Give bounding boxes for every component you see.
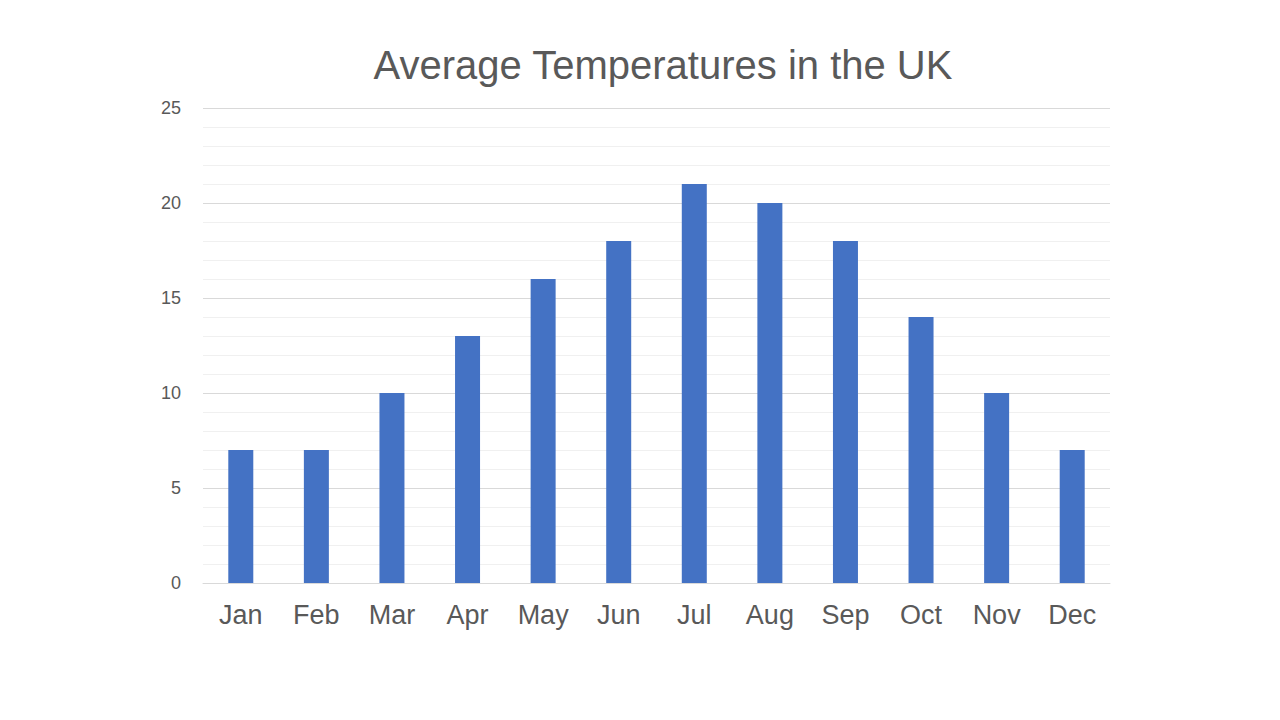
svg-text:Average Temperatures in the UK: Average Temperatures in the UK <box>374 43 953 87</box>
svg-text:20: 20 <box>161 193 181 213</box>
svg-text:Jun: Jun <box>597 600 641 630</box>
svg-text:10: 10 <box>161 383 181 403</box>
svg-text:0: 0 <box>171 573 181 593</box>
svg-text:May: May <box>518 600 570 630</box>
svg-text:Mar: Mar <box>369 600 416 630</box>
svg-text:5: 5 <box>171 478 181 498</box>
svg-text:15: 15 <box>161 288 181 308</box>
svg-text:Apr: Apr <box>447 600 489 630</box>
svg-text:Aug: Aug <box>746 600 794 630</box>
svg-text:Sep: Sep <box>821 600 869 630</box>
svg-text:Feb: Feb <box>293 600 340 630</box>
svg-text:Jul: Jul <box>677 600 712 630</box>
svg-text:Dec: Dec <box>1048 600 1096 630</box>
svg-text:Jan: Jan <box>219 600 263 630</box>
svg-text:Oct: Oct <box>900 600 943 630</box>
svg-text:25: 25 <box>161 98 181 118</box>
svg-text:Nov: Nov <box>973 600 1022 630</box>
